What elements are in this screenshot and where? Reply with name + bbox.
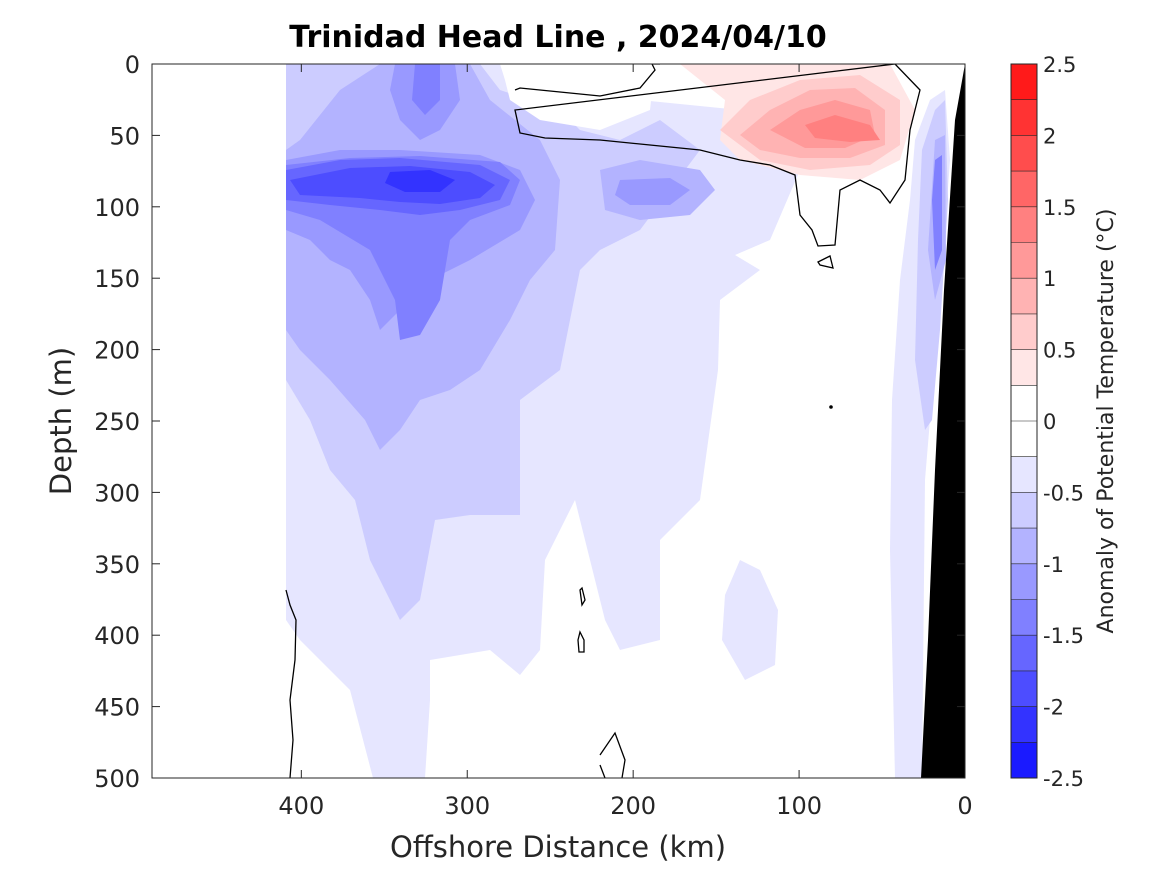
zero-contour-line bbox=[817, 255, 834, 269]
colorbar-tick-label: 2 bbox=[1043, 124, 1056, 148]
seafloor-bathymetry bbox=[921, 64, 965, 778]
colorbar-swatch bbox=[1011, 278, 1037, 315]
colorbar-tick-label: -1 bbox=[1043, 553, 1064, 577]
y-tick-label: 200 bbox=[94, 337, 140, 365]
colorbar-swatch bbox=[1011, 742, 1037, 779]
colorbar-swatch bbox=[1011, 635, 1037, 672]
colorbar-swatch bbox=[1011, 385, 1037, 422]
colorbar-swatch bbox=[1011, 528, 1037, 565]
y-tick-label: 0 bbox=[125, 51, 140, 79]
colorbar-swatch bbox=[1011, 349, 1037, 386]
zero-contour-line bbox=[599, 731, 626, 778]
anomaly-field bbox=[285, 64, 965, 778]
colorbar-tick-label: 0 bbox=[1043, 410, 1056, 434]
y-tick-label: 500 bbox=[94, 765, 140, 793]
zero-contour-line bbox=[514, 64, 921, 247]
colorbar-tick-label: 0.5 bbox=[1043, 339, 1076, 363]
y-tick-label: 400 bbox=[94, 622, 140, 650]
y-tick-label: 100 bbox=[94, 194, 140, 222]
zero-contour-line bbox=[579, 586, 586, 607]
contour-fill-minus-2p0 bbox=[385, 170, 455, 192]
colorbar-swatch bbox=[1011, 313, 1037, 351]
colorbar-swatch bbox=[1011, 135, 1037, 172]
colorbar-swatch bbox=[1011, 706, 1037, 743]
colorbar-swatch bbox=[1011, 64, 1037, 101]
x-axis-ticks: 400 300 200 100 0 bbox=[278, 64, 973, 820]
y-tick-label: 150 bbox=[94, 265, 140, 293]
contour-fill-zero bbox=[500, 64, 655, 130]
y-tick-label: 300 bbox=[94, 479, 140, 507]
y-axis-label: Depth (m) bbox=[44, 347, 78, 495]
zero-contour-line bbox=[285, 589, 297, 778]
colorbar-tick-label: -1.5 bbox=[1043, 624, 1084, 648]
colorbar-tick-label: -2.5 bbox=[1043, 767, 1084, 791]
x-tick-label: 300 bbox=[444, 792, 490, 820]
zero-contour-line bbox=[577, 630, 585, 653]
x-tick-label: 0 bbox=[957, 792, 972, 820]
y-axis-ticks: 0 50 100 150 200 250 300 350 400 450 500 bbox=[94, 51, 965, 793]
colorbar-swatch bbox=[1011, 421, 1037, 458]
contour-fill-minus-0p25 bbox=[722, 560, 778, 680]
contour-fill-minus-1p0 bbox=[615, 178, 690, 205]
colorbar bbox=[1011, 63, 1037, 779]
colorbar-swatch bbox=[1011, 206, 1037, 243]
colorbar-tick-label: -0.5 bbox=[1043, 481, 1084, 505]
contour-fill-minus-1p25 bbox=[932, 155, 942, 270]
x-tick-label: 100 bbox=[776, 792, 822, 820]
colorbar-swatch bbox=[1011, 670, 1037, 708]
colorbar-swatch bbox=[1011, 456, 1037, 493]
colorbar-swatch bbox=[1011, 99, 1037, 136]
y-tick-label: 250 bbox=[94, 408, 140, 436]
colorbar-swatch bbox=[1011, 171, 1037, 208]
colorbar-swatch bbox=[1011, 599, 1037, 636]
colorbar-tick-label: 1.5 bbox=[1043, 196, 1076, 220]
colorbar-swatch bbox=[1011, 563, 1037, 600]
x-tick-label: 200 bbox=[610, 792, 656, 820]
zero-contour-dot bbox=[829, 405, 833, 409]
colorbar-tick-label: 2.5 bbox=[1043, 53, 1076, 77]
y-tick-label: 450 bbox=[94, 694, 140, 722]
contour-fill-minus-1p25 bbox=[412, 64, 440, 115]
chart-title: Trinidad Head Line , 2024/04/10 bbox=[289, 20, 826, 55]
x-axis-label: Offshore Distance (km) bbox=[390, 830, 726, 864]
y-tick-label: 350 bbox=[94, 551, 140, 579]
contour-fill-plus-1p25 bbox=[805, 115, 880, 142]
colorbar-tick-label: -2 bbox=[1043, 696, 1064, 720]
colorbar-label: Anomaly of Potential Temperature (°C) bbox=[1094, 209, 1119, 634]
colorbar-tick-label: 1 bbox=[1043, 267, 1056, 291]
colorbar-swatch bbox=[1011, 242, 1037, 279]
colorbar-swatch bbox=[1011, 492, 1037, 529]
colorbar-ticks: 2.5 2 1.5 1 0.5 0 -0.5 -1 -1.5 -2 -2.5 bbox=[1043, 53, 1084, 791]
x-tick-label: 400 bbox=[278, 792, 324, 820]
y-tick-label: 50 bbox=[109, 122, 140, 150]
colorbar-frame bbox=[1010, 63, 1038, 779]
